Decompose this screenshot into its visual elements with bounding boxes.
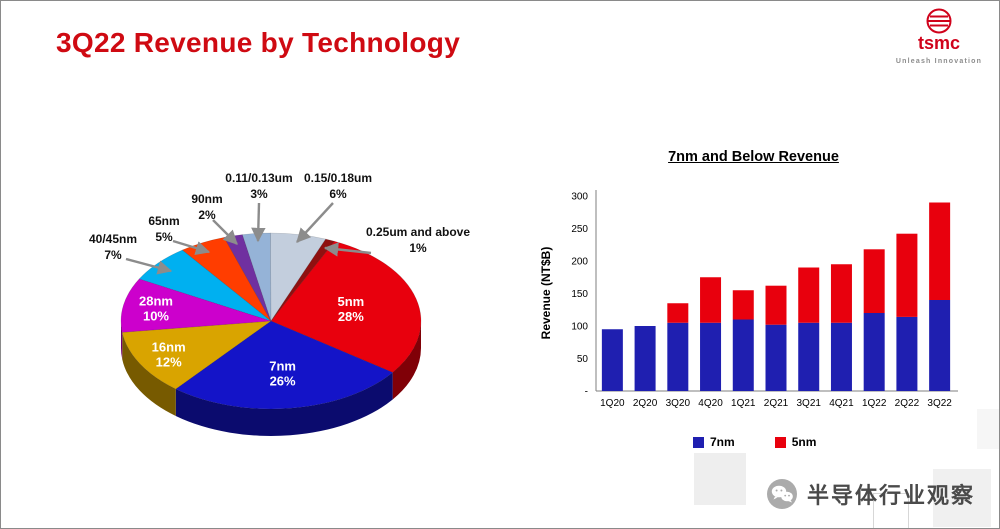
legend-item-5nm: 5nm xyxy=(774,435,817,449)
svg-text:2Q20: 2Q20 xyxy=(633,398,658,409)
pie-label-025um-above: 0.25um and above 1% xyxy=(353,225,483,256)
svg-text:Revenue (NT$B): Revenue (NT$B) xyxy=(539,247,553,340)
svg-text:12%: 12% xyxy=(156,354,182,369)
pie-callouts xyxy=(125,202,372,275)
pie-label-65nm: 65nm 5% xyxy=(124,214,204,245)
legend-item-7nm: 7nm xyxy=(693,435,735,449)
svg-text:200: 200 xyxy=(571,257,588,268)
svg-text:4Q20: 4Q20 xyxy=(698,398,723,409)
pie-label-90nm: 90nm 2% xyxy=(167,192,247,223)
svg-text:2Q22: 2Q22 xyxy=(895,398,920,409)
legend-swatch-5nm xyxy=(774,436,786,448)
pie-label-pct: 2% xyxy=(198,207,216,222)
pie-label-text: 40/45nm xyxy=(88,232,138,246)
svg-text:50: 50 xyxy=(577,354,589,365)
pie-label-text: 90nm xyxy=(191,192,223,206)
svg-text:2Q21: 2Q21 xyxy=(764,398,789,409)
svg-text:1Q21: 1Q21 xyxy=(731,398,756,409)
svg-text:3Q20: 3Q20 xyxy=(666,398,691,409)
decorative-square xyxy=(873,493,909,528)
svg-text:28%: 28% xyxy=(338,309,364,324)
svg-text:3Q21: 3Q21 xyxy=(796,398,821,409)
svg-text:28nm: 28nm xyxy=(139,293,173,308)
decorative-square xyxy=(694,453,746,505)
pie-label-015-018um: 0.15/0.18um 6% xyxy=(278,171,398,202)
pie-label-011-013um: 0.11/0.13um 3% xyxy=(199,171,319,202)
watermark: 半导体行业观察 xyxy=(766,478,975,510)
pie-chart: 5nm 28% 7nm 26% 16nm 12% 28nm 10% xyxy=(21,121,521,461)
pie-label-40-45nm: 40/45nm 7% xyxy=(73,232,153,263)
bar-svg: 300 250 200 150 100 50 - Revenue (NT$B) 1Q20 2Q20… xyxy=(539,190,958,409)
logo-tagline: Unleash Innovation xyxy=(895,58,983,65)
svg-text:16nm: 16nm xyxy=(152,339,186,354)
decorative-square xyxy=(933,469,991,527)
wechat-icon xyxy=(766,479,797,509)
pie-label-text: 0.15/0.18um xyxy=(303,171,373,185)
svg-text:300: 300 xyxy=(571,192,588,203)
legend-label: 7nm xyxy=(710,435,735,449)
pie-label-pct: 5% xyxy=(155,229,173,244)
pie-label-text: 0.25um and above xyxy=(365,225,471,239)
decorative-square xyxy=(977,409,999,449)
svg-text:-: - xyxy=(585,387,588,398)
wafer-icon: tsmc xyxy=(918,8,960,53)
svg-text:7nm: 7nm xyxy=(269,358,296,373)
bar-chart-title: 7nm and Below Revenue xyxy=(668,149,839,165)
pie-label-pct: 7% xyxy=(104,247,122,262)
pie-label-text: 0.11/0.13um xyxy=(225,171,293,185)
bar-chart-legend: 7nm 5nm xyxy=(693,435,816,449)
svg-text:150: 150 xyxy=(571,289,588,300)
svg-text:100: 100 xyxy=(571,322,588,333)
svg-text:3Q22: 3Q22 xyxy=(927,398,952,409)
legend-label: 5nm xyxy=(791,435,817,449)
page-title: 3Q22 Revenue by Technology xyxy=(56,27,461,58)
pie-label-pct: 3% xyxy=(250,186,268,201)
pie-label-pct: 1% xyxy=(409,240,427,255)
logo-wordmark: tsmc xyxy=(918,33,960,53)
svg-text:4Q21: 4Q21 xyxy=(829,398,854,409)
tsmc-logo: tsmc Unleash Innovation xyxy=(891,7,987,65)
svg-text:250: 250 xyxy=(571,224,588,235)
svg-text:1Q20: 1Q20 xyxy=(600,398,625,409)
legend-swatch-7nm xyxy=(693,436,704,448)
pie-label-pct: 6% xyxy=(329,186,347,201)
bar-chart: 300 250 200 150 100 50 - Revenue (NT$B) 1Q20 2Q20… xyxy=(536,181,966,431)
svg-text:5nm: 5nm xyxy=(337,294,364,309)
pie-label-text: 65nm xyxy=(148,214,180,228)
svg-text:26%: 26% xyxy=(270,373,296,388)
svg-text:10%: 10% xyxy=(143,308,169,323)
watermark-text: 半导体行业观察 xyxy=(806,483,975,508)
svg-text:1Q22: 1Q22 xyxy=(862,398,887,409)
